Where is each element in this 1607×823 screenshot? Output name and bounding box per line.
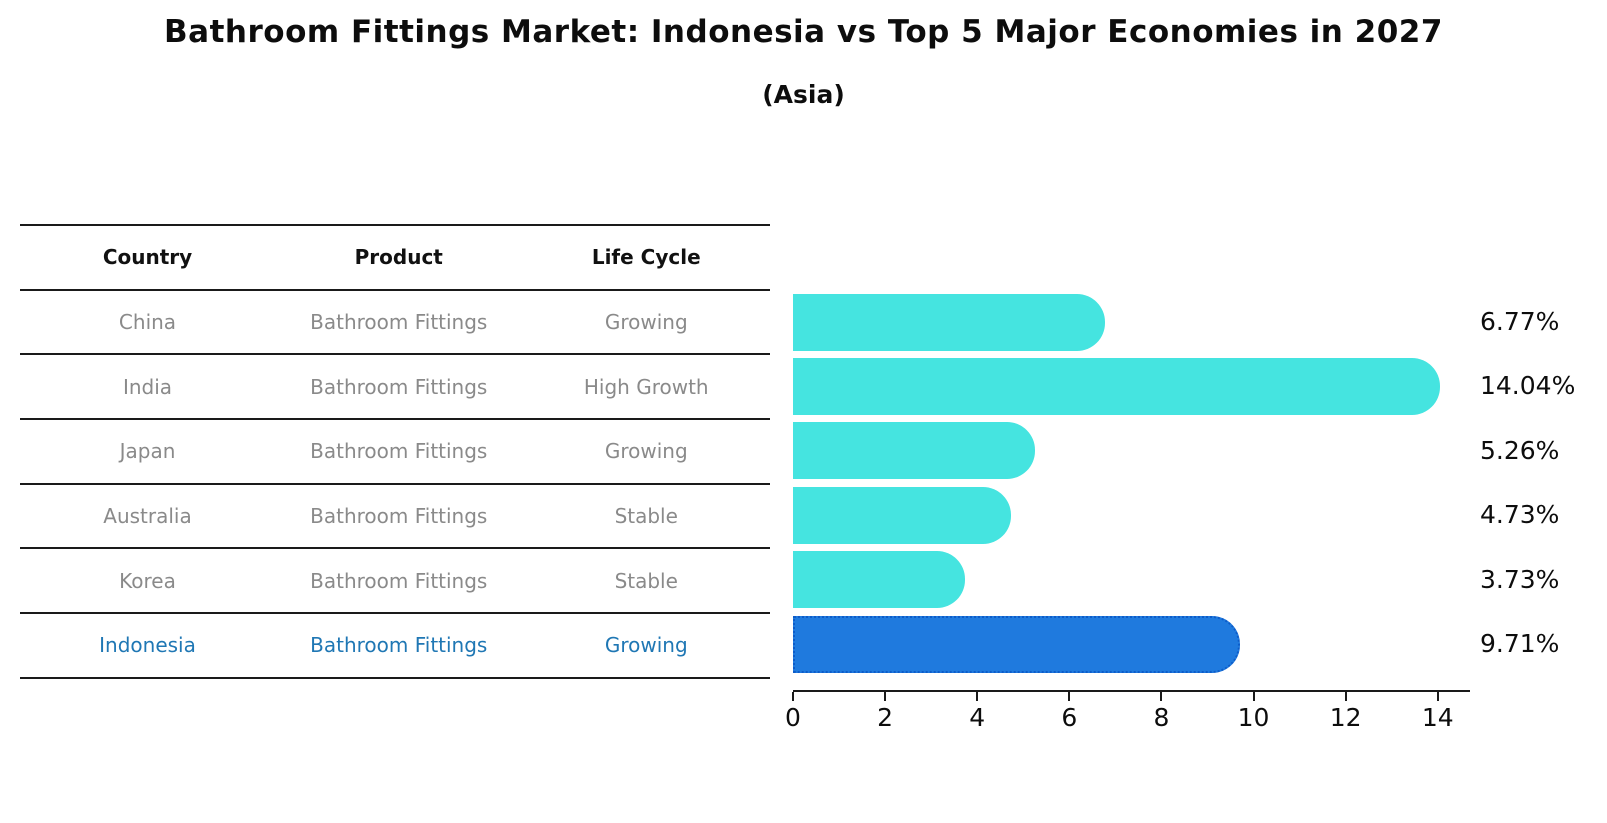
x-tick-mark bbox=[1160, 692, 1163, 701]
x-tick-label: 6 bbox=[1061, 703, 1078, 732]
x-tick-label: 10 bbox=[1237, 703, 1270, 732]
cell-life-cycle: Stable bbox=[614, 568, 678, 593]
cell-product: Bathroom Fittings bbox=[310, 568, 488, 593]
bar-australia bbox=[793, 486, 1011, 544]
cell-country: China bbox=[118, 310, 177, 335]
x-tick-label: 12 bbox=[1329, 703, 1362, 732]
table-row: China Bathroom Fittings Growing bbox=[20, 291, 770, 356]
bar-korea bbox=[793, 551, 965, 609]
bar-value-label: 14.04% bbox=[1480, 371, 1576, 401]
column-header-country: Country bbox=[102, 245, 193, 270]
cell-country: Japan bbox=[119, 439, 176, 464]
chart-subtitle: (Asia) bbox=[762, 80, 845, 109]
x-tick-label: 2 bbox=[877, 703, 894, 732]
table-row: India Bathroom Fittings High Growth bbox=[20, 355, 770, 421]
x-tick-mark bbox=[1344, 692, 1347, 701]
bar-japan bbox=[793, 422, 1036, 480]
cell-product: Bathroom Fittings bbox=[310, 633, 488, 658]
column-header-life-cycle: Life Cycle bbox=[591, 245, 701, 270]
country-table: Country Product Life Cycle China Bathroo… bbox=[20, 224, 770, 679]
bar-value-label: 6.77% bbox=[1480, 307, 1560, 336]
cell-life-cycle: Growing bbox=[604, 310, 688, 335]
bar-china bbox=[793, 293, 1105, 351]
cell-product: Bathroom Fittings bbox=[310, 310, 488, 335]
cell-country: Australia bbox=[103, 504, 192, 529]
cell-product: Bathroom Fittings bbox=[310, 374, 488, 399]
cell-life-cycle: Growing bbox=[604, 439, 688, 464]
bar-value-label: 4.73% bbox=[1480, 500, 1560, 530]
x-tick-label: 8 bbox=[1153, 703, 1170, 732]
cell-life-cycle: Growing bbox=[604, 633, 688, 658]
table-row: Japan Bathroom Fittings Growing bbox=[20, 420, 770, 485]
x-tick-mark bbox=[1436, 692, 1439, 701]
cell-product: Bathroom Fittings bbox=[310, 504, 488, 529]
x-tick-mark bbox=[884, 692, 887, 701]
x-tick-mark bbox=[1068, 692, 1071, 701]
cell-product: Bathroom Fittings bbox=[310, 439, 488, 464]
cell-country: India bbox=[122, 374, 173, 399]
table-row: Indonesia Bathroom Fittings Growing bbox=[20, 614, 770, 679]
bar-value-label: 9.71% bbox=[1480, 629, 1560, 658]
x-tick-label: 4 bbox=[969, 703, 986, 732]
table-header-row: Country Product Life Cycle bbox=[20, 224, 770, 291]
x-axis-line bbox=[793, 690, 1470, 692]
x-tick-label: 0 bbox=[785, 703, 801, 732]
cell-life-cycle: Stable bbox=[614, 504, 678, 529]
cell-life-cycle: High Growth bbox=[583, 374, 709, 399]
bar-indonesia bbox=[793, 615, 1241, 673]
x-tick-mark bbox=[1252, 692, 1255, 701]
bar-india bbox=[793, 357, 1440, 415]
x-tick-mark bbox=[792, 692, 794, 701]
bar-value-label: 5.26% bbox=[1480, 435, 1560, 465]
chart-title: Bathroom Fittings Market: Indonesia vs T… bbox=[164, 14, 1443, 50]
x-tick-mark bbox=[976, 692, 979, 701]
table-row: Australia Bathroom Fittings Stable bbox=[20, 485, 770, 550]
column-header-product: Product bbox=[354, 245, 443, 270]
cell-country: Korea bbox=[119, 568, 176, 593]
cell-country: Indonesia bbox=[99, 633, 196, 658]
table-row: Korea Bathroom Fittings Stable bbox=[20, 549, 770, 615]
x-tick-label: 14 bbox=[1421, 703, 1454, 732]
bar-value-label: 3.73% bbox=[1480, 564, 1560, 594]
